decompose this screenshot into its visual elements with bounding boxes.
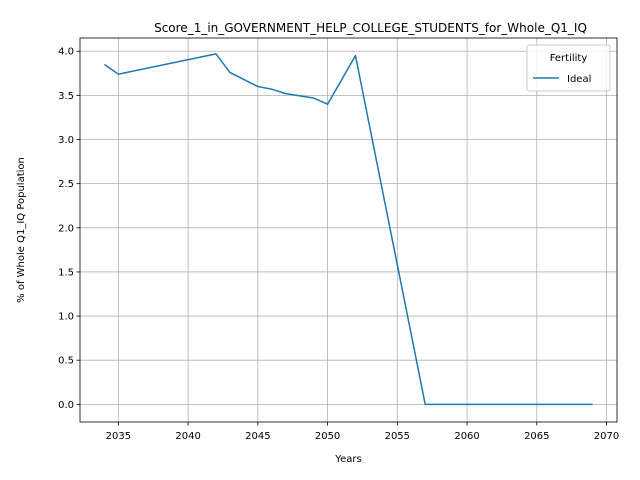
legend-box bbox=[526, 44, 611, 92]
y-tick-label: 3.0 bbox=[58, 135, 74, 146]
x-axis-ticks: 2035 2040 2045 2050 2055 2060 2065 2070 bbox=[106, 422, 619, 442]
y-tick-label: 4.0 bbox=[58, 47, 74, 58]
grid-lines bbox=[80, 38, 617, 422]
x-tick-label: 2060 bbox=[454, 431, 479, 442]
x-tick-label: 2035 bbox=[106, 431, 131, 442]
legend-title: Fertility bbox=[550, 53, 588, 64]
legend: Fertility Ideal bbox=[526, 44, 611, 92]
plot-area-frame bbox=[79, 37, 618, 423]
y-axis-ticks: 0.0 0.5 1.0 1.5 2.0 2.5 3.0 3.5 4.0 bbox=[58, 47, 80, 411]
x-tick-label: 2045 bbox=[245, 431, 270, 442]
y-tick-label: 0.5 bbox=[58, 356, 74, 367]
legend-entry-ideal: Ideal bbox=[567, 74, 591, 85]
chart-title: Score_1_in_GOVERNMENT_HELP_COLLEGE_STUDE… bbox=[154, 21, 587, 35]
y-tick-label: 2.5 bbox=[58, 179, 74, 190]
y-tick-label: 0.0 bbox=[58, 400, 74, 411]
series-layer bbox=[103, 53, 593, 406]
x-tick-label: 2055 bbox=[385, 431, 410, 442]
x-tick-label: 2070 bbox=[594, 431, 619, 442]
y-tick-label: 1.0 bbox=[58, 312, 74, 323]
x-tick-label: 2065 bbox=[524, 431, 549, 442]
y-tick-label: 3.5 bbox=[58, 91, 74, 102]
x-tick-label: 2050 bbox=[315, 431, 340, 442]
y-tick-label: 1.5 bbox=[58, 267, 74, 278]
y-tick-label: 2.0 bbox=[58, 223, 74, 234]
y-axis-label: % of Whole Q1_IQ Population bbox=[16, 157, 27, 303]
series-line-ideal bbox=[103, 53, 593, 406]
x-tick-label: 2040 bbox=[175, 431, 200, 442]
x-axis-label: Years bbox=[334, 454, 361, 465]
